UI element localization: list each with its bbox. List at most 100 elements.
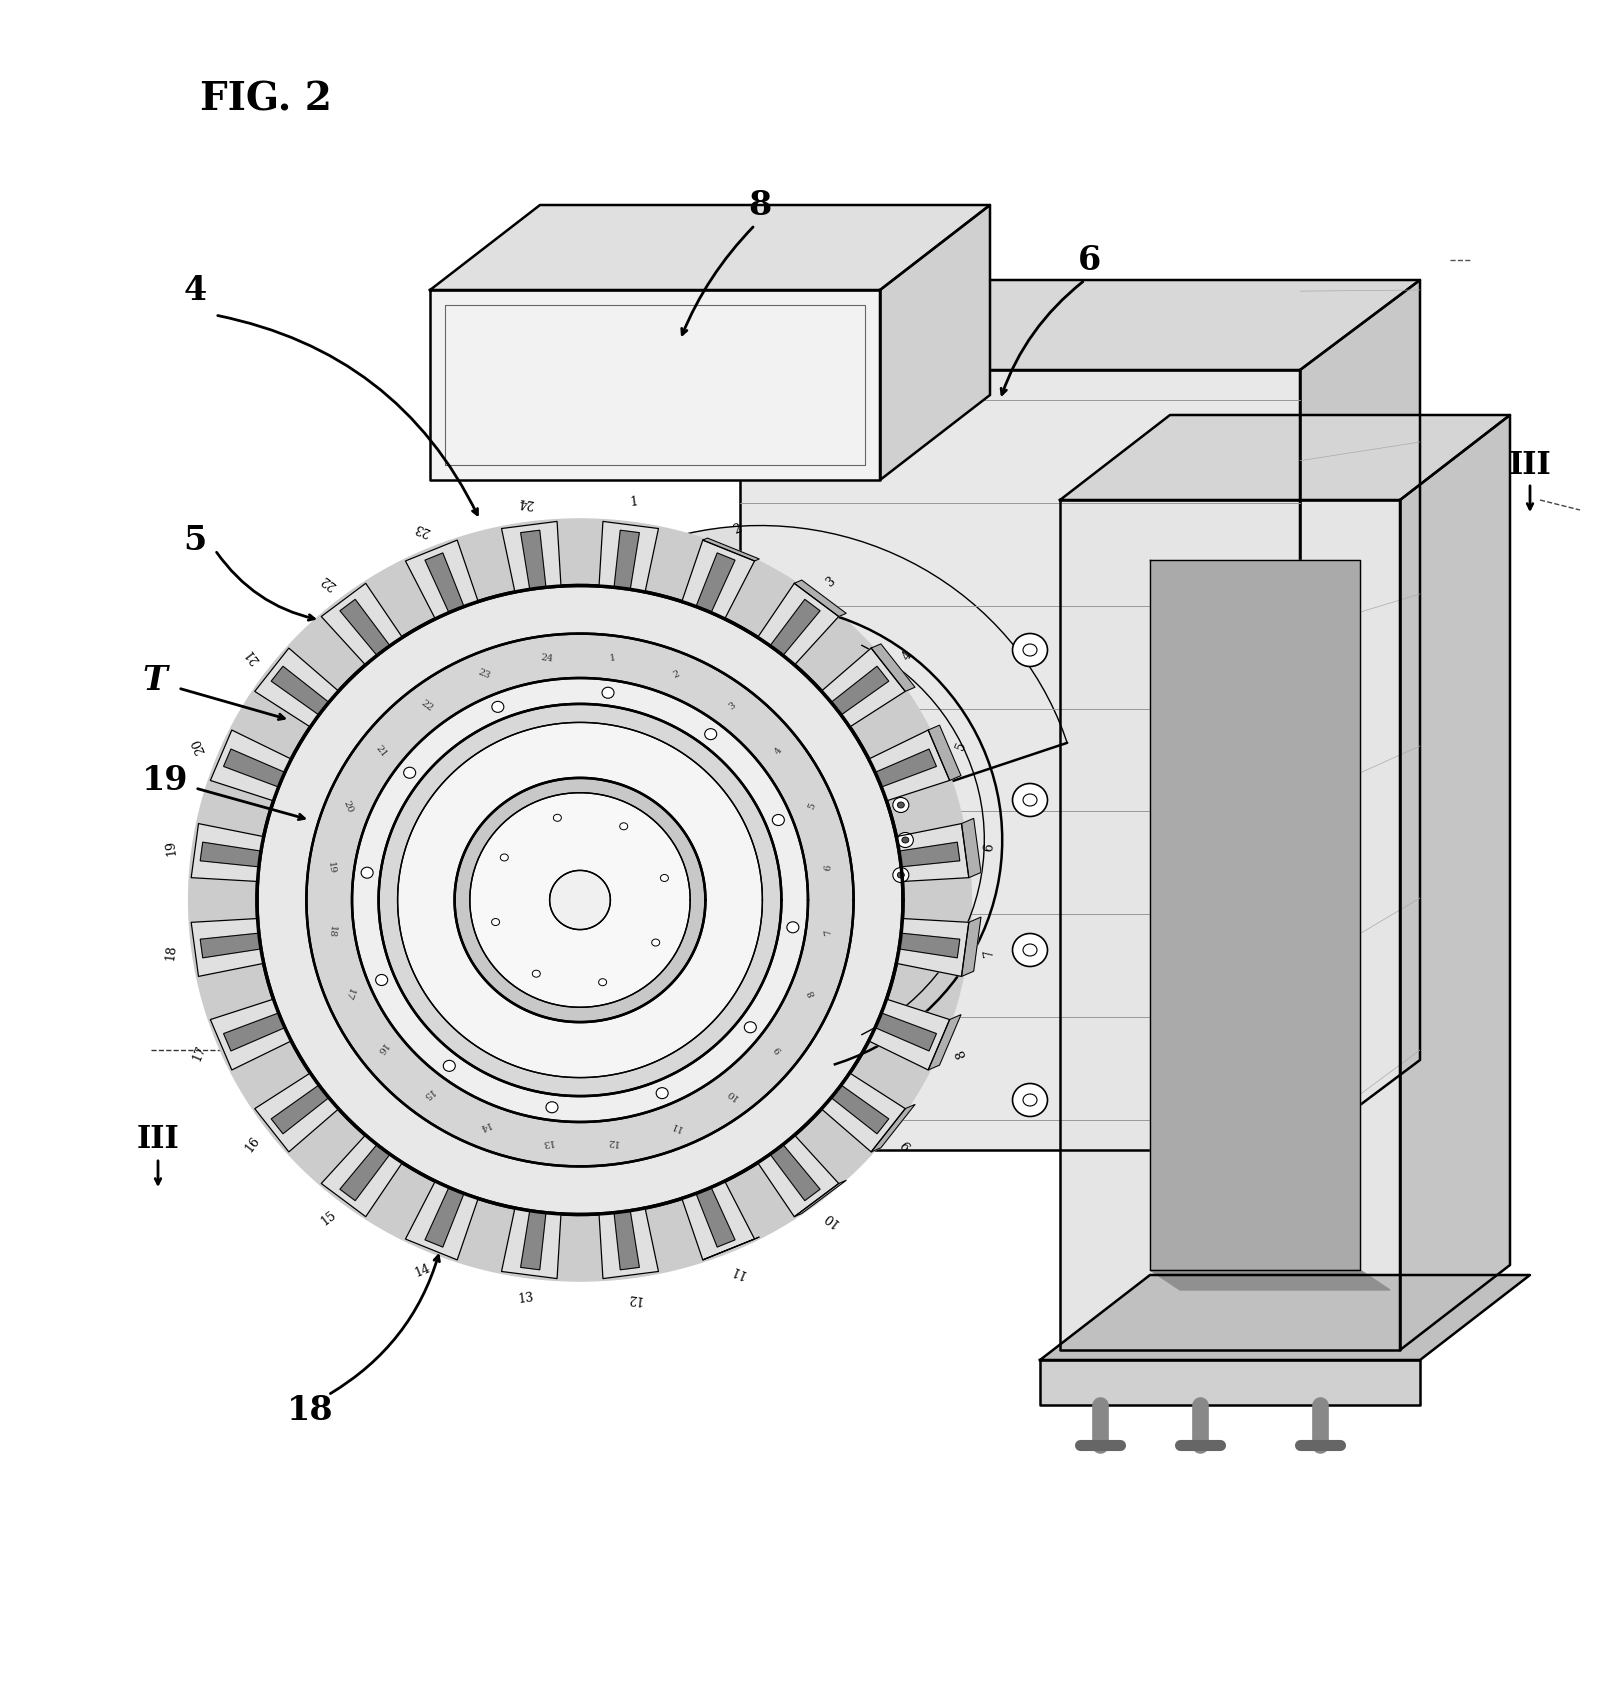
Polygon shape: [1060, 415, 1510, 501]
Polygon shape: [469, 792, 690, 1007]
Ellipse shape: [1023, 644, 1037, 656]
Text: 19: 19: [163, 840, 179, 856]
Polygon shape: [271, 1086, 328, 1133]
Ellipse shape: [656, 1087, 668, 1099]
Text: III: III: [1508, 450, 1551, 481]
Ellipse shape: [1023, 1094, 1037, 1106]
Polygon shape: [339, 600, 391, 656]
Polygon shape: [352, 678, 809, 1121]
Ellipse shape: [1023, 794, 1037, 806]
Text: 9: 9: [773, 1044, 784, 1054]
Polygon shape: [682, 540, 754, 619]
Polygon shape: [831, 666, 889, 715]
Ellipse shape: [1012, 934, 1047, 966]
Text: 17: 17: [341, 986, 355, 1001]
Ellipse shape: [599, 978, 607, 986]
Text: 7: 7: [825, 929, 834, 936]
Polygon shape: [871, 1104, 916, 1152]
Text: 24: 24: [541, 652, 554, 663]
Polygon shape: [501, 521, 560, 592]
Text: III: III: [136, 1125, 179, 1155]
Polygon shape: [682, 1182, 754, 1259]
Polygon shape: [405, 540, 479, 619]
Text: 9: 9: [900, 1138, 914, 1152]
Polygon shape: [821, 1072, 905, 1152]
Text: 6: 6: [981, 843, 996, 853]
Ellipse shape: [1012, 634, 1047, 666]
Text: 11: 11: [728, 1261, 748, 1280]
Ellipse shape: [620, 823, 628, 830]
Polygon shape: [897, 823, 969, 882]
Ellipse shape: [893, 868, 909, 882]
Ellipse shape: [897, 872, 905, 878]
Ellipse shape: [772, 814, 784, 826]
Ellipse shape: [492, 701, 504, 713]
Polygon shape: [210, 730, 291, 801]
Polygon shape: [1041, 1361, 1420, 1404]
Text: 2: 2: [732, 521, 744, 536]
Polygon shape: [431, 206, 989, 290]
Ellipse shape: [362, 867, 373, 878]
Polygon shape: [876, 1013, 937, 1050]
Text: 14: 14: [413, 1261, 432, 1280]
Polygon shape: [1150, 1270, 1390, 1290]
Text: 16: 16: [373, 1040, 389, 1057]
Polygon shape: [900, 843, 959, 867]
Ellipse shape: [652, 939, 660, 946]
Text: 24: 24: [517, 494, 535, 509]
Text: 5: 5: [954, 740, 969, 752]
Polygon shape: [740, 369, 1300, 1150]
Ellipse shape: [901, 836, 909, 843]
Text: 4: 4: [900, 649, 914, 663]
Polygon shape: [200, 843, 261, 867]
Ellipse shape: [443, 1060, 455, 1071]
Polygon shape: [703, 1238, 759, 1259]
Ellipse shape: [1023, 944, 1037, 956]
Polygon shape: [703, 538, 759, 561]
Text: 21: 21: [373, 744, 389, 759]
Polygon shape: [258, 585, 903, 1214]
Polygon shape: [191, 919, 264, 976]
Polygon shape: [339, 1145, 391, 1200]
Text: 16: 16: [243, 1135, 263, 1155]
Polygon shape: [431, 290, 881, 481]
Text: 23: 23: [413, 519, 432, 538]
Polygon shape: [1060, 501, 1399, 1350]
Polygon shape: [770, 600, 820, 656]
Ellipse shape: [1012, 784, 1047, 816]
Ellipse shape: [897, 803, 905, 808]
Text: 17: 17: [191, 1044, 208, 1064]
Polygon shape: [255, 1072, 338, 1152]
Ellipse shape: [403, 767, 416, 779]
Text: 3: 3: [825, 573, 837, 588]
Text: 8: 8: [748, 189, 772, 221]
Polygon shape: [255, 647, 338, 727]
Polygon shape: [1150, 560, 1359, 1270]
Polygon shape: [821, 647, 905, 727]
Polygon shape: [224, 1013, 285, 1050]
Polygon shape: [696, 553, 735, 612]
Polygon shape: [322, 1135, 402, 1217]
Text: 10: 10: [821, 1209, 841, 1229]
Polygon shape: [757, 1135, 839, 1217]
Text: 18: 18: [163, 944, 179, 961]
Polygon shape: [191, 823, 264, 882]
Polygon shape: [258, 585, 903, 1214]
Polygon shape: [1399, 415, 1510, 1350]
Polygon shape: [599, 1209, 658, 1278]
Text: 22: 22: [419, 700, 435, 713]
Text: 20: 20: [191, 737, 208, 757]
Polygon shape: [929, 1015, 961, 1071]
Polygon shape: [696, 1187, 735, 1248]
Polygon shape: [962, 818, 981, 878]
Polygon shape: [794, 580, 847, 617]
Ellipse shape: [1012, 1084, 1047, 1116]
Ellipse shape: [786, 922, 799, 932]
Polygon shape: [397, 722, 762, 1077]
Polygon shape: [599, 521, 658, 592]
Text: 6: 6: [825, 865, 834, 872]
Text: 6: 6: [1079, 243, 1101, 277]
Ellipse shape: [532, 969, 540, 978]
Text: 2: 2: [671, 669, 680, 679]
Polygon shape: [876, 749, 937, 787]
